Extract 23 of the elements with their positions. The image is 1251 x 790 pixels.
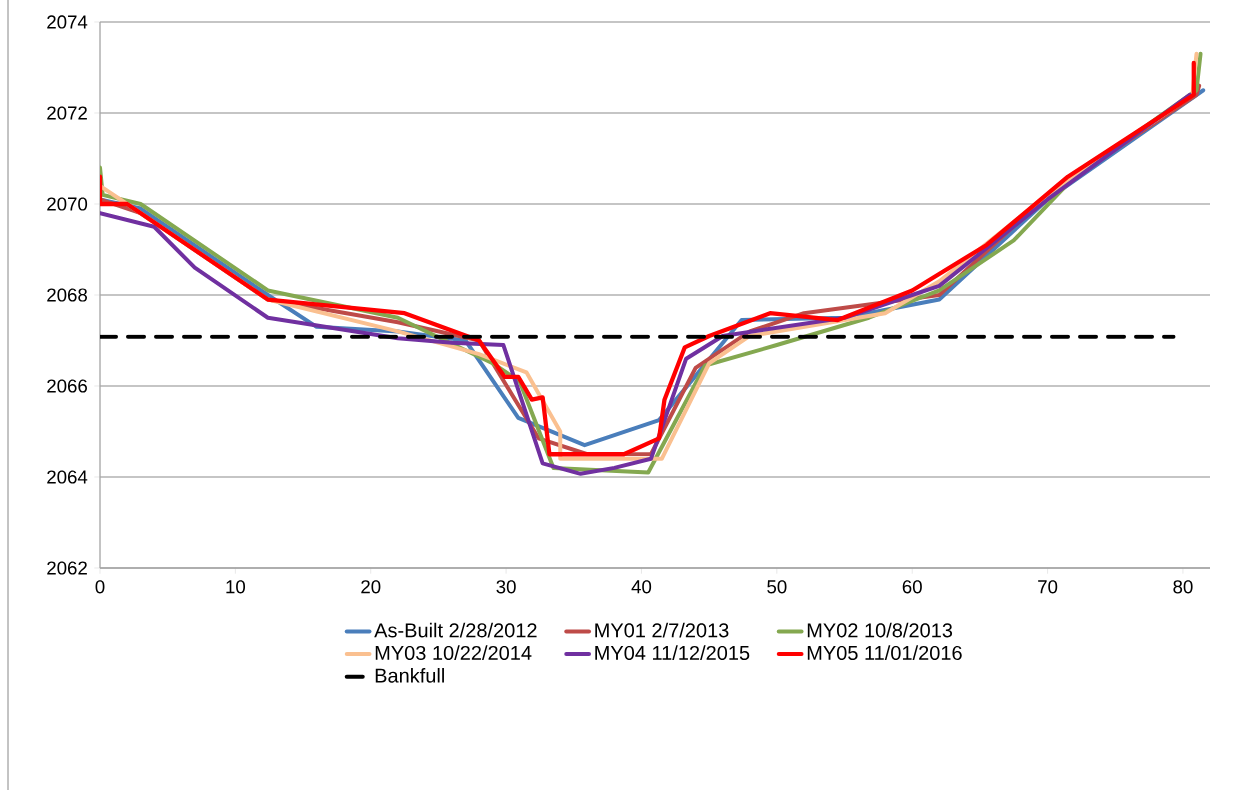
x-tick-label: 70	[1038, 580, 1058, 594]
y-tick-label: 2064	[47, 470, 88, 484]
x-tick-label: 80	[1173, 580, 1193, 594]
x-tick-label: 10	[226, 580, 246, 594]
y-tick-label: 2068	[47, 288, 88, 302]
x-tick-label: 50	[767, 580, 787, 594]
legend-label: Bankfull	[375, 667, 444, 683]
y-tick-label: 2062	[47, 561, 87, 575]
x-tick-label: 20	[361, 580, 381, 594]
y-tick-label: 2074	[47, 15, 88, 29]
legend-label: MY03 10/22/2014	[375, 645, 532, 661]
x-tick-label: 40	[631, 580, 652, 594]
y-tick-label: 2070	[47, 197, 88, 211]
x-tick-label: 60	[902, 580, 922, 594]
y-tick-label: 2072	[47, 106, 87, 120]
x-tick-label: 30	[496, 580, 516, 594]
y-tick-label: 2066	[47, 379, 87, 393]
legend-label: As-Built 2/28/2012	[374, 622, 537, 638]
legend-label: MY02 10/8/2013	[807, 622, 953, 638]
legend-label: MY05 11/01/2016	[807, 645, 962, 661]
legend-label: MY04 11/12/2015	[595, 645, 750, 661]
x-tick-label: 0	[95, 580, 105, 594]
legend-label: MY01 2/7/2013	[595, 622, 729, 638]
